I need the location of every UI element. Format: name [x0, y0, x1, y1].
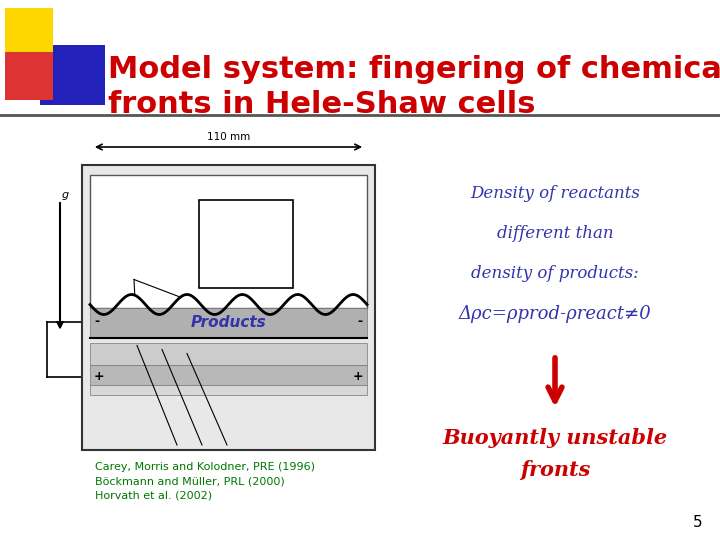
Bar [90, 384, 367, 395]
Text: Fresh reactants: Fresh reactants [197, 197, 355, 215]
Text: Buoyantly unstable: Buoyantly unstable [442, 428, 667, 448]
Text: Horvath et al. (2002): Horvath et al. (2002) [95, 490, 212, 500]
Text: density of products:: density of products: [471, 265, 639, 282]
Text: reaction solution: reaction solution [96, 193, 172, 202]
Text: -: - [94, 315, 99, 328]
Text: monitored window: monitored window [203, 206, 287, 215]
Text: fronts: fronts [104, 269, 130, 279]
Text: ITO electrodes: ITO electrodes [172, 433, 238, 442]
Text: Δρc=ρprod-ρreact≠0: Δρc=ρprod-ρreact≠0 [459, 305, 652, 323]
Text: +: + [94, 370, 104, 383]
Text: 5: 5 [693, 515, 702, 530]
Text: different than: different than [497, 225, 613, 242]
Text: 3.5 V: 3.5 V [94, 433, 117, 442]
Bar [90, 364, 367, 384]
Bar [40, 45, 105, 105]
Text: Carey, Morris and Kolodner, PRE (1996): Carey, Morris and Kolodner, PRE (1996) [95, 462, 315, 472]
Text: +: + [352, 370, 363, 383]
Bar [82, 165, 375, 450]
Text: Density of reactants: Density of reactants [470, 185, 640, 202]
Text: g: g [62, 190, 69, 200]
Bar [5, 8, 53, 56]
Text: Model system: fingering of chemical
fronts in Hele-Shaw cells: Model system: fingering of chemical fron… [108, 55, 720, 119]
Text: Products: Products [191, 315, 266, 330]
Bar [90, 175, 367, 307]
Bar [90, 307, 367, 338]
Text: Böckmann and Müller, PRL (2000): Böckmann and Müller, PRL (2000) [95, 476, 284, 486]
Text: 110 mm: 110 mm [207, 132, 250, 142]
Bar [5, 52, 53, 100]
Bar [199, 200, 293, 287]
Text: spacer: spacer [333, 353, 363, 361]
Text: fronts: fronts [520, 460, 590, 480]
Text: 3.5 V: 3.5 V [32, 439, 36, 440]
Bar [90, 342, 367, 365]
Text: -: - [358, 315, 363, 328]
